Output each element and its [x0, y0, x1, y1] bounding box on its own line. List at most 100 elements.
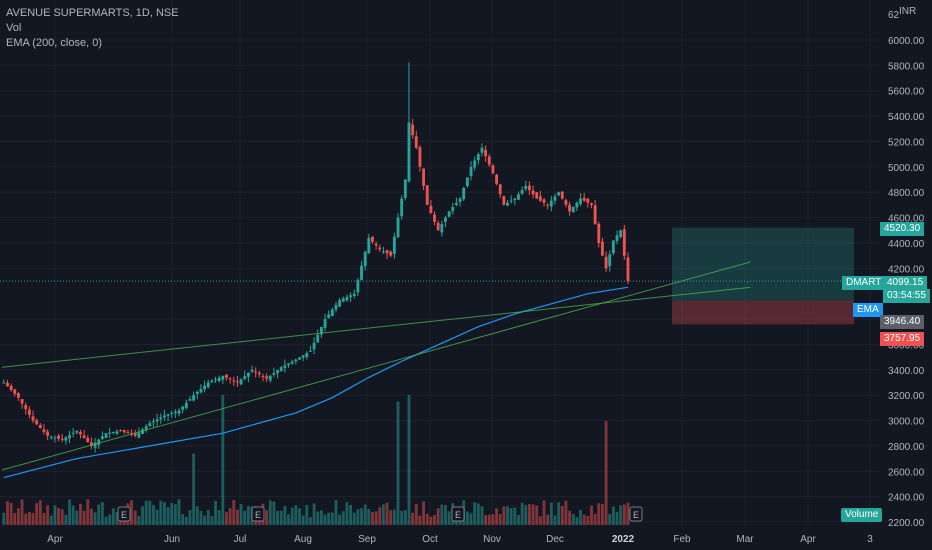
candle — [6, 382, 9, 387]
candle — [590, 203, 593, 205]
volume-bar — [476, 503, 480, 525]
volume-bar — [469, 513, 473, 525]
candle — [367, 237, 371, 254]
x-tick-label: Oct — [422, 534, 438, 545]
candle — [93, 442, 97, 448]
volume-bar — [206, 509, 210, 525]
candle — [524, 185, 528, 190]
earnings-marker-icon — [117, 506, 131, 522]
candle — [163, 415, 166, 418]
candle — [400, 198, 404, 217]
candle — [520, 190, 524, 194]
volume-bar — [9, 502, 13, 525]
candle — [451, 207, 455, 212]
volume-bar — [279, 510, 283, 525]
x-tick-label: Sep — [358, 534, 376, 545]
trendline — [1, 286, 751, 368]
volume-bar — [97, 504, 101, 525]
volume-bar — [502, 506, 506, 525]
vol-indicator-label[interactable]: Vol — [6, 22, 22, 34]
volume-bar — [414, 504, 418, 525]
x-tick-label: Jul — [234, 534, 247, 545]
candle — [535, 192, 539, 199]
candle — [411, 124, 415, 136]
candle — [257, 372, 261, 375]
candle — [396, 217, 400, 238]
volume-bar — [517, 514, 520, 525]
candle — [440, 223, 444, 233]
earnings-marker-label: E — [633, 510, 639, 520]
candle — [115, 431, 119, 434]
volume-bar — [53, 505, 57, 525]
candle — [276, 370, 279, 374]
volume-bar — [582, 514, 586, 525]
candle — [498, 184, 502, 195]
candle — [239, 379, 243, 385]
candle — [447, 211, 451, 217]
volume-bar — [13, 512, 17, 525]
candle — [626, 257, 630, 282]
candle — [75, 430, 79, 433]
volume-bar — [407, 395, 411, 525]
symbol-title[interactable]: AVENUE SUPERMARTS, 1D, NSE — [6, 7, 179, 19]
candle — [298, 357, 301, 360]
volume-bar — [130, 500, 133, 525]
candle — [392, 236, 396, 254]
volume-bar — [79, 503, 82, 525]
y-tick-label: 3200.00 — [888, 391, 925, 402]
candle — [181, 406, 185, 410]
earnings-marker-icon — [451, 506, 465, 522]
x-tick-label: Apr — [800, 534, 816, 545]
candle — [100, 436, 104, 439]
volume-bar — [378, 507, 382, 525]
volume-bar — [57, 508, 60, 525]
candle — [414, 136, 418, 148]
volume-bar — [49, 515, 53, 525]
candle — [35, 420, 39, 425]
candle — [246, 372, 250, 377]
candle — [560, 191, 564, 199]
volume-bar — [429, 516, 433, 525]
volume-bar — [287, 514, 290, 525]
volume-bar — [195, 506, 199, 525]
candle — [469, 166, 473, 176]
candle — [436, 222, 440, 231]
x-tick-label: Nov — [483, 534, 501, 545]
candle — [287, 363, 290, 366]
candle — [407, 122, 411, 182]
volume-bar — [90, 508, 93, 525]
candle — [517, 194, 520, 200]
ema-indicator-label[interactable]: EMA (200, close, 0) — [6, 37, 102, 49]
candle — [119, 430, 123, 432]
volume-bar — [586, 515, 590, 525]
candle — [484, 149, 488, 157]
x-tick-label: Dec — [546, 534, 564, 545]
candle — [144, 426, 148, 430]
candle — [13, 389, 17, 394]
candle — [283, 365, 287, 368]
ema-line — [3, 286, 629, 479]
candle — [272, 372, 276, 375]
candle — [294, 359, 298, 362]
candle — [319, 326, 323, 335]
volume-bar — [155, 509, 159, 525]
volume-bar — [210, 516, 214, 525]
volume-bar — [305, 504, 309, 525]
candle — [71, 432, 75, 434]
volume-bar — [283, 506, 287, 525]
candle — [316, 334, 320, 343]
volume-bar — [403, 510, 407, 525]
candle — [210, 380, 214, 383]
candle — [495, 174, 498, 184]
candle — [403, 179, 407, 198]
volume-bar — [444, 505, 447, 525]
volume-bar — [272, 501, 276, 525]
y-tick-label: 4400.00 — [888, 239, 925, 250]
volume-bar — [553, 515, 557, 525]
volume-bar — [487, 514, 491, 525]
volume-bar — [601, 503, 604, 525]
volume-bar — [356, 509, 360, 525]
volume-bar — [546, 514, 550, 525]
candle — [254, 371, 258, 373]
